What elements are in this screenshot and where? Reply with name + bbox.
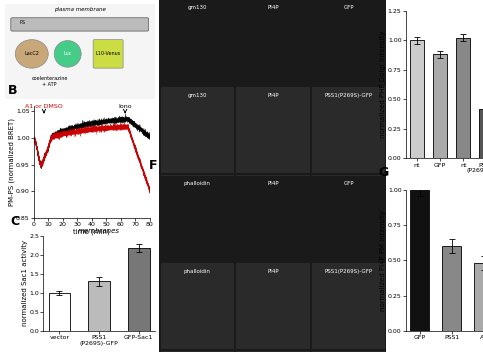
Bar [236,351,310,352]
Bar [236,87,310,173]
Text: LacC2: LacC2 [24,51,39,56]
Text: gm130: gm130 [187,5,207,10]
Bar [433,54,447,158]
Text: PSS1(P269S)-GFP: PSS1(P269S)-GFP [325,269,372,274]
Text: gm130: gm130 [187,93,207,98]
Text: phalloidin: phalloidin [184,181,211,186]
Bar [236,263,310,349]
Bar [160,175,234,261]
Y-axis label: PM-PS (normalized BRET): PM-PS (normalized BRET) [8,118,14,206]
Bar [480,109,483,158]
Ellipse shape [54,40,81,67]
Text: Iono: Iono [118,104,132,109]
FancyBboxPatch shape [11,18,149,31]
Bar [160,263,234,349]
Bar [88,282,110,331]
Text: PSS1(P269S)-GFP: PSS1(P269S)-GFP [325,93,372,98]
Bar [312,351,385,352]
Bar [312,175,385,261]
FancyBboxPatch shape [93,40,123,68]
Y-axis label: normalized Sac1 activity: normalized Sac1 activity [22,240,28,326]
Title: membranes: membranes [78,228,120,234]
Text: A: A [2,0,12,2]
Text: PI4P: PI4P [267,5,279,10]
Text: F: F [149,159,157,172]
Y-axis label: normalized PI4P PM intensity: normalized PI4P PM intensity [381,210,386,311]
Text: PS: PS [20,20,26,25]
Bar [160,87,234,173]
Bar [410,190,429,331]
Text: GFP: GFP [343,5,354,10]
Text: PI4P: PI4P [267,93,279,98]
Text: C: C [10,215,19,228]
X-axis label: time (min): time (min) [73,229,110,235]
Bar [474,263,483,331]
Bar [312,87,385,173]
Text: PI4P: PI4P [267,269,279,274]
Bar [236,175,310,261]
Text: plasma membrane: plasma membrane [54,7,106,12]
Text: G: G [378,166,388,179]
Text: A1 or DMSO: A1 or DMSO [25,104,63,109]
Bar [442,246,461,331]
Text: coelenterazine
+ ATP: coelenterazine + ATP [31,76,68,87]
Text: phalloidin: phalloidin [184,269,211,274]
Bar [456,38,470,158]
Text: PI4P: PI4P [267,181,279,186]
Bar [128,248,150,331]
Bar [410,40,424,158]
Bar [312,263,385,349]
Text: B: B [8,83,18,96]
Text: L10-Venus: L10-Venus [96,51,121,56]
Text: Luc: Luc [64,51,72,56]
Y-axis label: normalized PHP Golgi Intensity: normalized PHP Golgi Intensity [381,31,386,138]
Bar [160,351,234,352]
Ellipse shape [15,40,48,68]
Bar [48,293,71,331]
Text: GFP: GFP [343,181,354,186]
